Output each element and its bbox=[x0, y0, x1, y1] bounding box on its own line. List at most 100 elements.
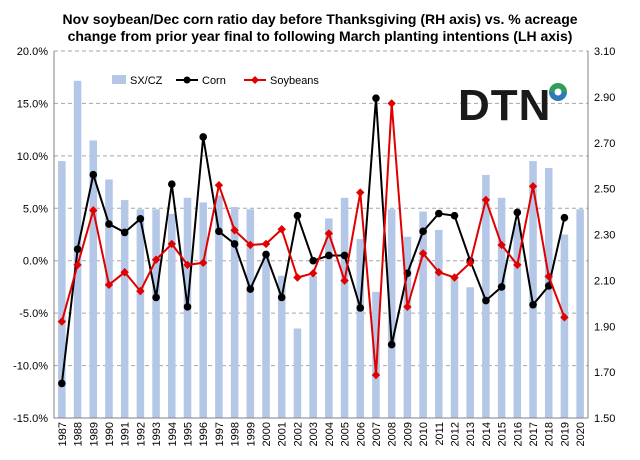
x-tick-label: 2013 bbox=[465, 422, 477, 446]
x-tick-label: 1991 bbox=[120, 422, 132, 446]
bar bbox=[215, 195, 223, 418]
corn-point bbox=[183, 303, 192, 311]
soybeans-point bbox=[481, 195, 491, 205]
x-tick-label: 1996 bbox=[198, 422, 210, 446]
bar bbox=[168, 213, 176, 418]
left-tick-label: 5.0% bbox=[23, 203, 48, 215]
corn-point bbox=[356, 304, 365, 312]
corn-point bbox=[230, 240, 239, 248]
bar bbox=[309, 275, 317, 418]
dtn-logo: DTN bbox=[458, 81, 567, 130]
left-tick-label: -15.0% bbox=[13, 413, 48, 425]
bar bbox=[120, 200, 129, 418]
chart-title-line-2: change from prior year final to followin… bbox=[67, 28, 573, 44]
x-tick-label: 2020 bbox=[575, 422, 587, 446]
right-tick-label: 1.50 bbox=[594, 413, 615, 425]
corn-point bbox=[58, 379, 66, 388]
corn-point bbox=[387, 340, 396, 349]
bar bbox=[544, 167, 553, 418]
bar bbox=[403, 236, 412, 418]
corn-point bbox=[215, 227, 223, 236]
x-tick-label: 2010 bbox=[418, 422, 430, 446]
bar bbox=[435, 229, 443, 418]
x-tick-label: 1987 bbox=[57, 422, 69, 446]
x-tick-label: 1990 bbox=[104, 422, 116, 446]
x-tick-label: 2017 bbox=[528, 422, 540, 446]
corn-point bbox=[482, 296, 490, 305]
dtn-logo-emblem-center bbox=[554, 88, 562, 96]
corn-point bbox=[167, 180, 176, 188]
soybeans-point bbox=[57, 317, 67, 326]
legend-marker-corn bbox=[183, 76, 191, 84]
bar bbox=[199, 202, 207, 418]
soybeans-point bbox=[403, 302, 412, 312]
x-tick-label: 2001 bbox=[277, 422, 289, 446]
dtn-logo-emblem-bottom bbox=[549, 92, 567, 101]
left-tick-label: -10.0% bbox=[13, 361, 48, 373]
corn-point bbox=[309, 256, 317, 265]
legend-label-corn: Corn bbox=[202, 75, 226, 87]
soybeans-point bbox=[497, 240, 506, 250]
bar bbox=[152, 209, 160, 418]
bar bbox=[262, 257, 270, 418]
corn-point bbox=[419, 227, 427, 236]
bar bbox=[246, 209, 255, 418]
bar bbox=[372, 291, 380, 418]
corn-point bbox=[246, 285, 255, 293]
corn-point bbox=[152, 293, 160, 302]
bar bbox=[89, 140, 98, 419]
right-tick-label: 3.10 bbox=[594, 46, 615, 58]
soybeans-point bbox=[418, 249, 428, 258]
bar bbox=[58, 161, 66, 418]
x-tick-label: 2005 bbox=[340, 422, 352, 446]
corn-point bbox=[372, 94, 380, 102]
dtn-logo-text: DTN bbox=[458, 81, 551, 130]
x-tick-label: 1999 bbox=[245, 422, 257, 446]
corn-point bbox=[497, 283, 506, 291]
x-axis-ticks: 1987 1988 1989 1990 1991 1992 1993 1994 1995 1996… bbox=[57, 422, 587, 446]
bar bbox=[560, 234, 569, 418]
x-tick-label: 2015 bbox=[497, 422, 509, 446]
corn-point bbox=[529, 300, 537, 309]
x-tick-label: 2019 bbox=[559, 422, 571, 446]
x-tick-label: 1998 bbox=[230, 422, 242, 446]
soybeans-point bbox=[151, 255, 161, 264]
corn-point bbox=[199, 133, 208, 141]
corn-point bbox=[340, 251, 349, 260]
bar bbox=[277, 275, 286, 418]
soybeans-point bbox=[450, 273, 459, 282]
bar bbox=[325, 218, 333, 418]
soybeans-point bbox=[230, 226, 239, 235]
soybeans-point bbox=[214, 181, 224, 190]
bar bbox=[230, 206, 239, 418]
bar bbox=[450, 278, 459, 418]
x-tick-label: 2009 bbox=[402, 422, 414, 446]
x-tick-label: 1988 bbox=[73, 422, 85, 446]
corn-point bbox=[73, 245, 82, 253]
soybeans-point bbox=[513, 260, 522, 270]
right-tick-label: 2.10 bbox=[594, 275, 615, 287]
x-tick-label: 2016 bbox=[512, 422, 524, 446]
corn-point bbox=[325, 251, 333, 260]
corn-point bbox=[105, 220, 113, 228]
corn-point bbox=[450, 211, 459, 220]
bar bbox=[529, 161, 537, 418]
soybeans-point bbox=[324, 229, 334, 238]
right-tick-label: 1.90 bbox=[594, 321, 615, 333]
x-tick-label: 2008 bbox=[387, 422, 399, 446]
soybeans-point bbox=[277, 225, 286, 234]
left-tick-label: 10.0% bbox=[17, 151, 48, 163]
soybeans-point bbox=[89, 206, 98, 215]
soybeans-point bbox=[104, 280, 114, 290]
x-tick-label: 1994 bbox=[167, 422, 179, 446]
soybeans-point bbox=[199, 258, 208, 268]
bar-series-sxcz bbox=[58, 80, 584, 419]
x-tick-label: 1993 bbox=[151, 422, 163, 446]
right-tick-label: 2.50 bbox=[594, 184, 615, 196]
bar bbox=[340, 197, 349, 418]
x-tick-label: 2003 bbox=[308, 422, 320, 446]
x-tick-label: 1997 bbox=[214, 422, 226, 446]
soybeans-point bbox=[308, 269, 318, 278]
legend: SX/CZ Corn Soybeans bbox=[112, 75, 319, 87]
